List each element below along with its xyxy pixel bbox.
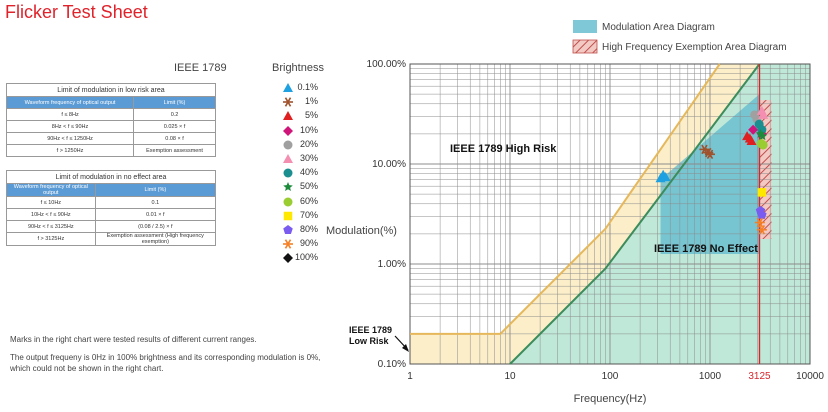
brightness-legend-item: 5% (282, 109, 322, 123)
legend-marker (283, 225, 293, 235)
legend-label: 70% (299, 209, 318, 220)
legend-label: High Frequency Exemption Area Diagram (602, 42, 787, 53)
table-row: 8Hz < f ≤ 90Hz 0.025 × f (5, 120, 216, 133)
legend-marker (283, 253, 293, 264)
legend-marker (283, 97, 293, 107)
y-tick-label: 1.00% (378, 259, 406, 270)
data-point (705, 149, 715, 160)
brightness-legend-item: 30% (282, 152, 322, 166)
x-tick-label: 10 (504, 371, 516, 382)
legend-marker (283, 154, 293, 163)
exemption-area-swatch (572, 39, 598, 54)
legend-marker (283, 111, 293, 121)
modulation-area-swatch (573, 20, 597, 33)
x-tick-label: 3125 (748, 371, 771, 382)
legend-label: 100% (294, 252, 318, 263)
ieee-label: IEEE 1789 (174, 62, 227, 74)
legend-label: 1% (304, 96, 318, 107)
legend-label: 50% (299, 181, 318, 192)
x-tick-label: 1 (407, 371, 413, 382)
brightness-legend-item: 50% (282, 180, 322, 194)
y-tick-label: 0.10% (378, 359, 406, 370)
y-axis-title: Modulation(%) (326, 225, 397, 237)
brightness-legend-item: 100% (282, 251, 322, 265)
brightness-legend-item: 80% (282, 223, 322, 237)
legend-marker (283, 140, 293, 150)
brightness-legend-item: 10% (282, 124, 322, 138)
table-row: f > 1250Hz Exemption assessment (5, 144, 216, 157)
data-point (758, 140, 768, 150)
table-header: Limit (%) (94, 183, 217, 197)
table-header: Waveform frequency of optical output (6, 183, 96, 197)
table-cell: Exemption assessment (High frequency exe… (94, 232, 217, 246)
limit-curve-line (509, 63, 761, 365)
data-point (758, 109, 769, 119)
legend-marker (283, 182, 293, 192)
legend-label: 90% (299, 238, 318, 249)
legend-label: 30% (299, 153, 318, 163)
data-point (660, 172, 671, 182)
brightness-legend-title: Brightness (272, 62, 324, 74)
table-header: Waveform frequency of optical output (5, 96, 135, 109)
table-row: 90Hz < f ≤ 1250Hz 0.08 × f (5, 132, 216, 145)
data-point (757, 131, 768, 141)
table-cell: f > 1250Hz (5, 144, 135, 157)
legend-label: 60% (299, 195, 318, 206)
brightness-legend-item: 90% (282, 237, 322, 251)
y-tick-label: 10.00% (372, 159, 406, 170)
y-tick-label: 100.00% (367, 59, 407, 70)
legend-marker (283, 168, 293, 178)
table-row: 10Hz < f ≤ 90Hz 0.01 × f (6, 208, 217, 221)
low-risk-label: IEEE 1789 Low Risk (349, 325, 392, 346)
data-point (746, 135, 757, 145)
data-point (748, 124, 759, 135)
table-row: f > 3125Hz Exemption assessment (High fre… (6, 232, 217, 246)
no-effect-label: IEEE 1789 No Effect (654, 243, 758, 255)
legend-marker (283, 239, 293, 249)
arrowhead (402, 344, 409, 352)
legend-marker (283, 197, 293, 207)
low-risk-limit-table: Limit of modulation in low risk area Wav… (5, 83, 216, 157)
no-effect-limit-table: Limit of modulation in no effect area Wa… (6, 170, 217, 246)
data-point (757, 209, 767, 219)
high-risk-label: IEEE 1789 High Risk (450, 143, 557, 155)
x-tick-label: 1000 (699, 371, 722, 382)
data-point (754, 217, 765, 228)
brightness-legend-item: 1% (282, 95, 322, 109)
legend-marker (283, 83, 293, 92)
legend-label: 5% (304, 110, 318, 121)
legend-marker (283, 211, 293, 221)
note-text: The output frequeny is 0Hz in 100% brigh… (10, 353, 321, 373)
brightness-legend-item: 20% (282, 138, 322, 152)
x-tick-label: 10000 (796, 371, 824, 382)
legend-label: 80% (299, 224, 318, 234)
table-header: Limit (%) (133, 96, 216, 109)
table-cell: f > 3125Hz (6, 232, 96, 246)
data-point (756, 225, 767, 235)
legend-label: 0.1% (297, 82, 318, 92)
table-cell: Exemption assessment (133, 144, 216, 157)
brightness-legend-item: 40% (282, 166, 322, 180)
brightness-legend-item: 60% (282, 195, 322, 209)
legend-label: 40% (299, 167, 318, 178)
data-point (757, 188, 767, 197)
legend-label: Modulation Area Diagram (602, 22, 715, 33)
legend-label: 20% (299, 138, 318, 149)
note-text: Marks in the right chart were tested res… (10, 335, 257, 344)
page-title: Flicker Test Sheet (5, 2, 148, 22)
legend-label: 10% (299, 124, 318, 135)
plot-border (409, 63, 811, 365)
brightness-legend-item: 0.1% (282, 81, 322, 95)
low-risk-area (410, 64, 760, 364)
limit-curve-line (410, 63, 721, 335)
legend-marker (283, 125, 293, 136)
brightness-legend-item: 70% (282, 209, 322, 223)
x-axis-title: Frequency(Hz) (574, 393, 647, 405)
x-tick-label: 100 (602, 371, 619, 382)
